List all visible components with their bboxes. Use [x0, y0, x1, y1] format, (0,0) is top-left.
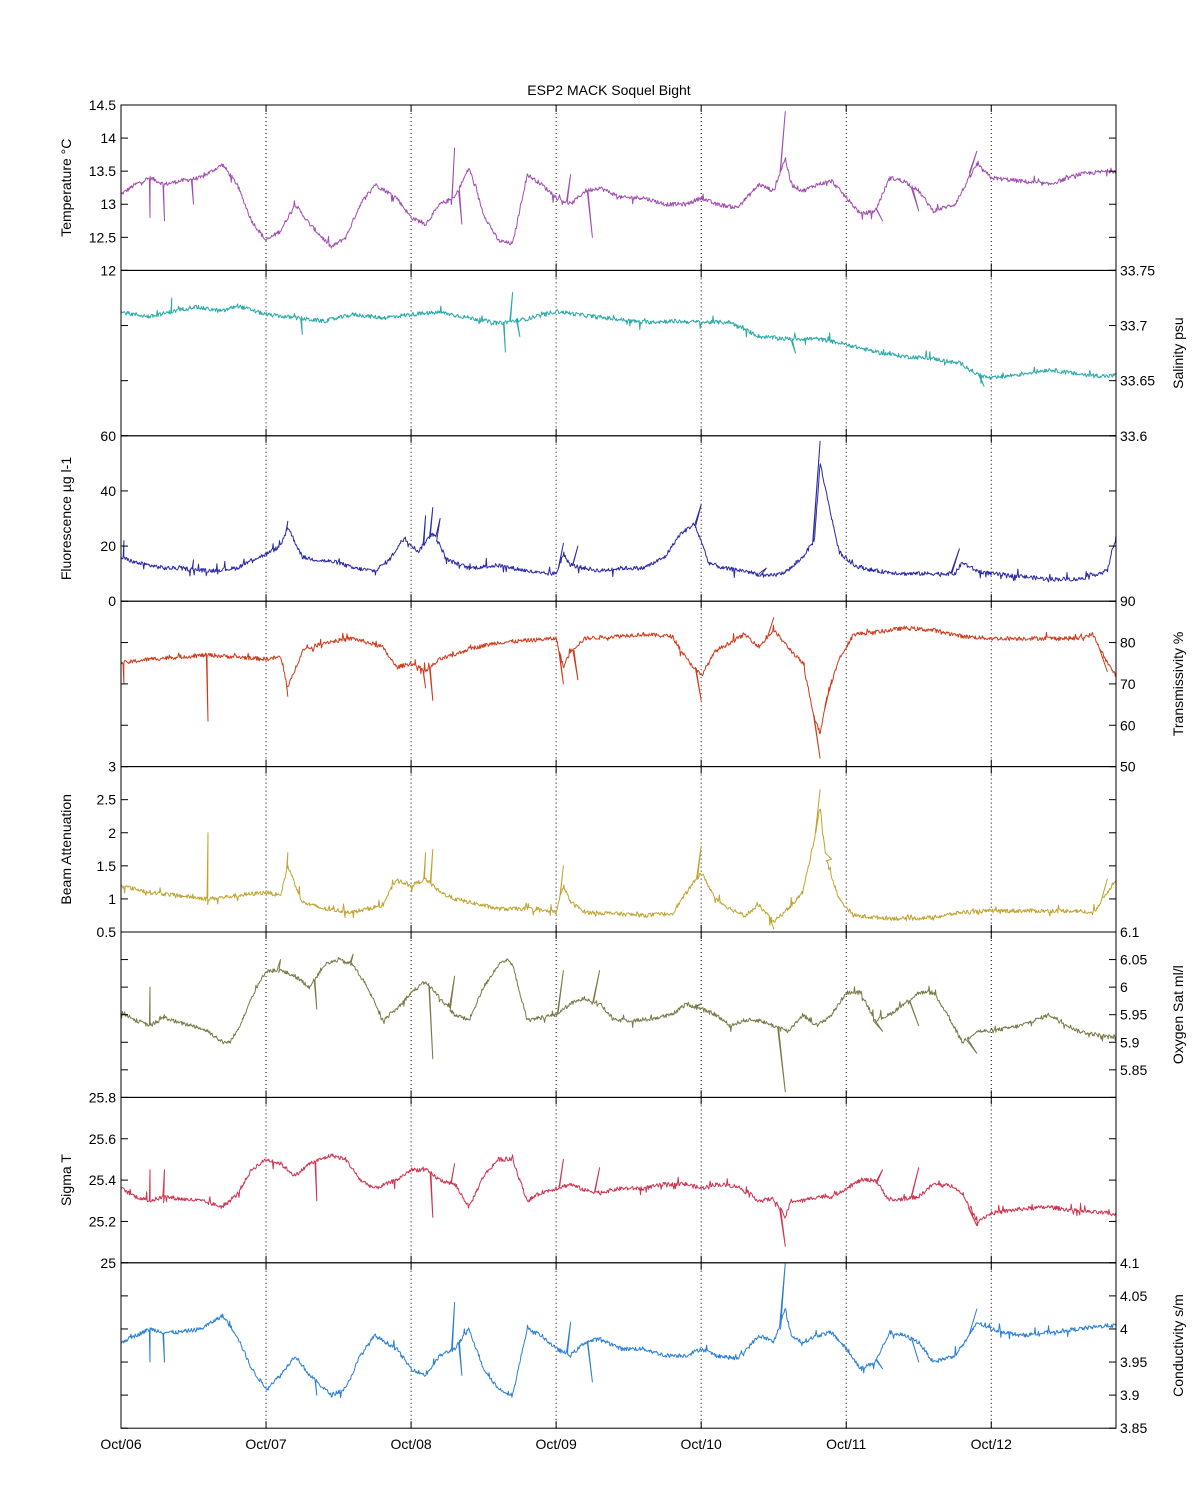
y-axis-label: Fluorescence µg l-1: [58, 457, 74, 580]
y-tick-label: 50: [1120, 759, 1136, 775]
data-series-line: [120, 789, 1117, 930]
y-tick-label: 40: [100, 483, 116, 499]
y-tick-label: 5.95: [1120, 1007, 1147, 1023]
y-tick-label: 90: [1120, 593, 1136, 609]
y-tick-label: 6.1: [1120, 924, 1140, 940]
x-tick-label: Oct/11: [826, 1436, 866, 1452]
y-tick-label: 25.2: [89, 1213, 116, 1229]
y-tick-label: 25.8: [89, 1089, 116, 1105]
axes-frame: [120, 1096, 1117, 1264]
axes-frame: [120, 104, 1117, 271]
x-tick-label: Oct/09: [536, 1436, 577, 1452]
y-tick-label: 20: [100, 538, 116, 554]
data-series-line: [120, 953, 1117, 1093]
y-tick-label: 5.9: [1120, 1034, 1140, 1050]
y-axis-label: Sigma T: [58, 1154, 74, 1206]
axes-frame: [120, 269, 1117, 437]
axes-frame: [120, 435, 1117, 602]
y-tick-label: 3.85: [1120, 1420, 1147, 1436]
y-tick-label: 4: [1120, 1321, 1128, 1337]
y-tick-label: 12.5: [89, 229, 116, 245]
y-tick-label: 2: [108, 825, 116, 841]
y-axis-label: Oxygen Sat ml/l: [1170, 965, 1186, 1064]
y-tick-label: 1.5: [97, 858, 117, 874]
y-tick-label: 14.5: [89, 97, 116, 113]
y-tick-label: 6.05: [1120, 952, 1147, 968]
data-series-line: [120, 1153, 1116, 1247]
y-axis-label: Transmissivity %: [1170, 632, 1186, 737]
chart-title: ESP2 MACK Soquel Bight: [527, 82, 691, 98]
data-series-line: [120, 111, 1117, 249]
y-tick-label: 14: [100, 130, 116, 146]
panel-7: 25 25.2 25.4 25.6 25.8 Sigma T: [58, 1089, 1117, 1271]
y-tick-label: 60: [1120, 717, 1136, 733]
y-tick-label: 33.6: [1120, 428, 1147, 444]
y-tick-label: 6: [1120, 979, 1128, 995]
y-tick-label: 1: [108, 891, 116, 907]
panel-1: 12 12.5 13 13.5 14 14.5 Temperature °C: [58, 97, 1117, 278]
y-tick-label: 5.85: [1120, 1062, 1147, 1078]
y-tick-label: 33.65: [1120, 373, 1155, 389]
y-tick-label: 4.1: [1120, 1255, 1140, 1271]
y-tick-label: 25.4: [89, 1172, 116, 1188]
x-tick-label: Oct/10: [681, 1436, 722, 1452]
panel-8: 3.85 3.9 3.95 4 4.05 4.1 Conductivity s/m: [120, 1255, 1186, 1436]
y-tick-label: 80: [1120, 635, 1136, 651]
data-series-line: [120, 440, 1117, 583]
panel-6: 5.85 5.9 5.95 6 6.05 6.1 Oxygen Sat ml/l: [120, 924, 1186, 1098]
y-tick-label: 25: [100, 1255, 116, 1271]
y-tick-label: 12: [100, 262, 116, 278]
data-series-line: [120, 1262, 1117, 1399]
panel-2: 33.6 33.65 33.7 33.75 Salinity psu: [120, 262, 1186, 444]
axes-frame: [120, 1262, 1117, 1429]
y-axis-label: Temperature °C: [58, 139, 74, 237]
axes-frame: [120, 600, 1117, 768]
y-tick-label: 13.5: [89, 163, 116, 179]
x-tick-label: Oct/06: [100, 1436, 141, 1452]
y-tick-label: 4.05: [1120, 1288, 1147, 1304]
y-tick-label: 60: [100, 428, 116, 444]
x-axis: Oct/06 Oct/07 Oct/08 Oct/09 Oct/10 Oct/11 Oct/…: [100, 1436, 1012, 1452]
y-tick-label: 33.7: [1120, 318, 1147, 334]
panel-4: 50 60 70 80 90 Transmissivity %: [120, 593, 1186, 775]
y-axis-label: Salinity psu: [1170, 317, 1186, 389]
x-tick-label: Oct/12: [971, 1436, 1012, 1452]
x-tick-label: Oct/07: [245, 1436, 286, 1452]
y-tick-label: 70: [1120, 676, 1136, 692]
axes-frame: [120, 931, 1117, 1098]
panel-3: 0 20 40 60 Fluorescence µg l-1: [58, 428, 1117, 609]
data-series-line: [120, 292, 1117, 387]
panel-5: 0.5 1 1.5 2 2.5 3 Beam Attenuation: [58, 759, 1117, 940]
y-tick-label: 0: [108, 593, 116, 609]
y-tick-label: 33.75: [1120, 262, 1155, 278]
y-tick-label: 2.5: [97, 792, 117, 808]
x-tick-label: Oct/08: [390, 1436, 431, 1452]
y-tick-label: 3: [108, 759, 116, 775]
y-axis-label: Beam Attenuation: [58, 794, 74, 905]
y-tick-label: 25.6: [89, 1131, 116, 1147]
y-tick-label: 3.9: [1120, 1387, 1140, 1403]
y-tick-label: 3.95: [1120, 1354, 1147, 1370]
y-tick-label: 0.5: [97, 924, 117, 940]
y-tick-label: 13: [100, 196, 116, 212]
y-axis-label: Conductivity s/m: [1170, 1294, 1186, 1397]
data-series-line: [120, 617, 1117, 759]
axes-frame: [120, 766, 1117, 933]
